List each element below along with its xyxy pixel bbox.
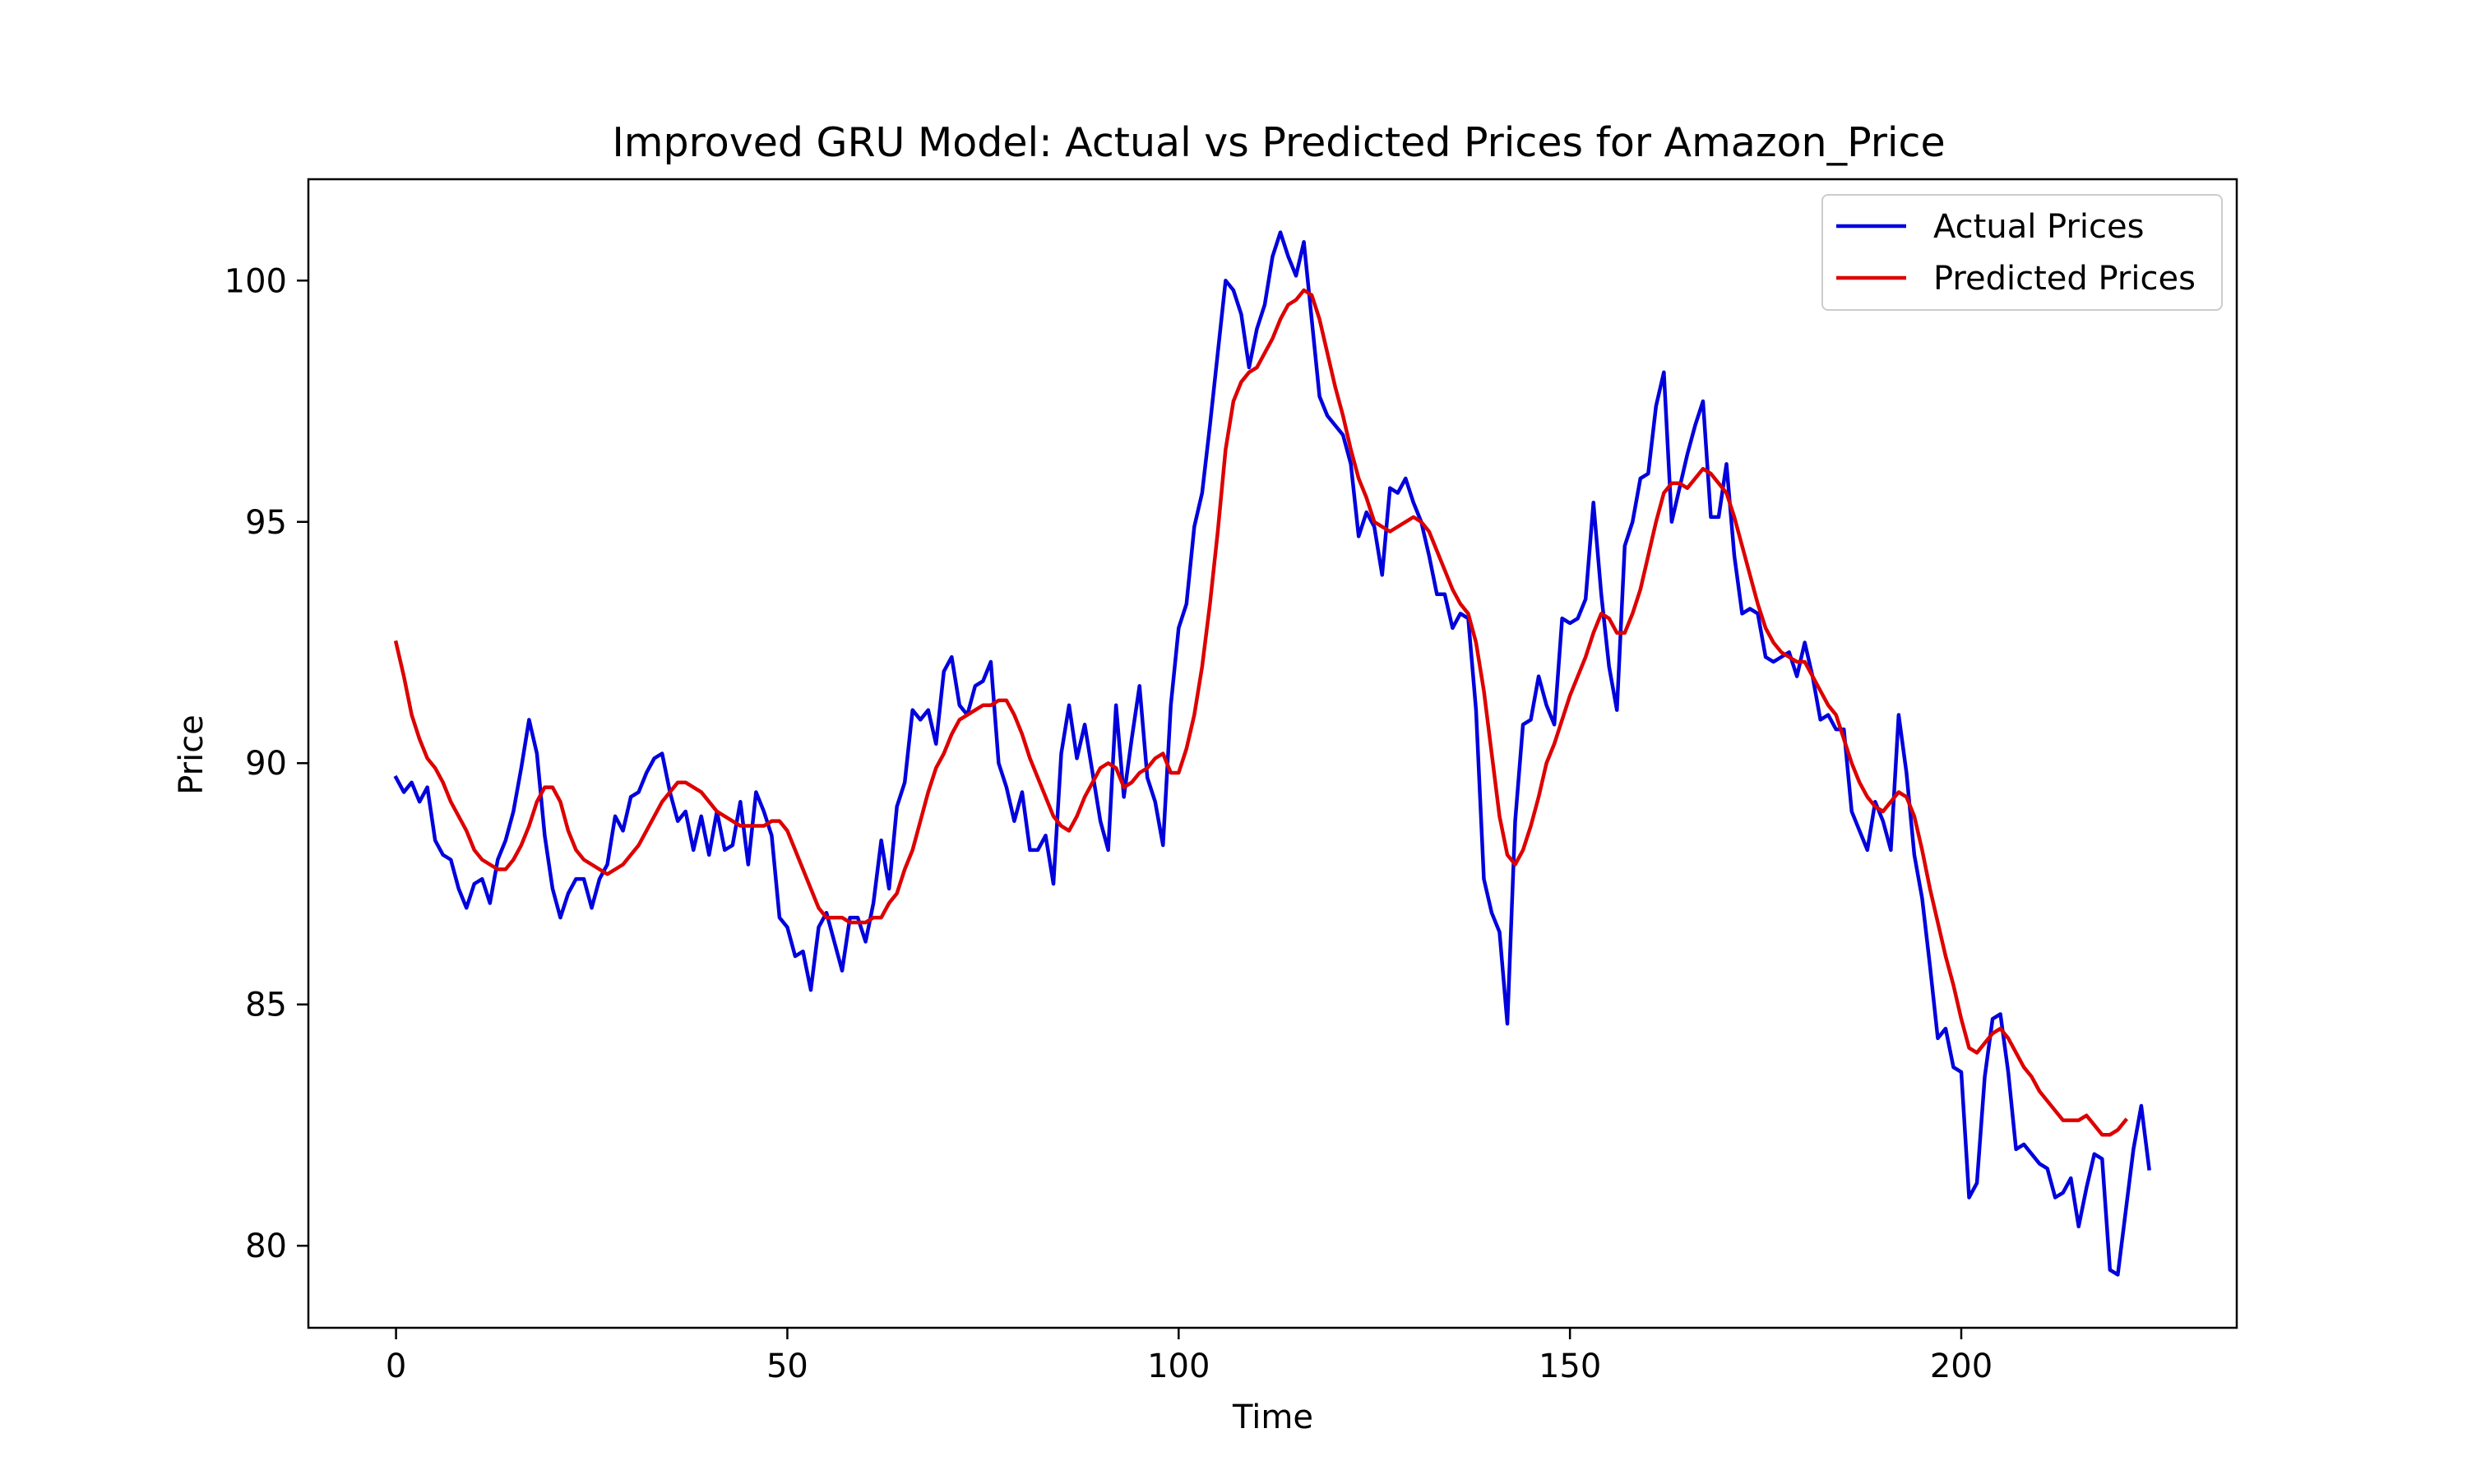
x-tick-label: 100 — [1147, 1348, 1210, 1385]
x-tick-label: 200 — [1930, 1348, 1993, 1385]
legend-label-predicted: Predicted Prices — [1933, 260, 2196, 298]
x-axis-label: Time — [1232, 1398, 1313, 1436]
y-axis-label: Price — [173, 714, 211, 795]
y-axis: 80 85 90 95 100 — [224, 262, 308, 1265]
x-tick-label: 50 — [766, 1348, 808, 1385]
x-axis: 0 50 100 150 200 — [386, 1328, 1993, 1385]
x-tick-label: 0 — [386, 1348, 406, 1385]
series-line-actual — [393, 230, 2151, 1277]
legend-label-actual: Actual Prices — [1933, 208, 2144, 246]
y-tick-label: 85 — [245, 987, 287, 1024]
y-tick-label: 80 — [245, 1227, 287, 1265]
y-tick-label: 95 — [245, 504, 287, 542]
series-line-predicted — [393, 288, 2129, 1137]
y-tick-label: 90 — [245, 745, 287, 783]
plot-frame — [307, 178, 2238, 1329]
series-layer — [393, 230, 2151, 1277]
y-tick-label: 100 — [224, 262, 287, 300]
legend: Actual Prices Predicted Prices — [1821, 194, 2223, 311]
x-tick-label: 150 — [1539, 1348, 1601, 1385]
legend-box — [1821, 194, 2223, 311]
chart-title: Improved GRU Model: Actual vs Predicted … — [612, 119, 1945, 166]
